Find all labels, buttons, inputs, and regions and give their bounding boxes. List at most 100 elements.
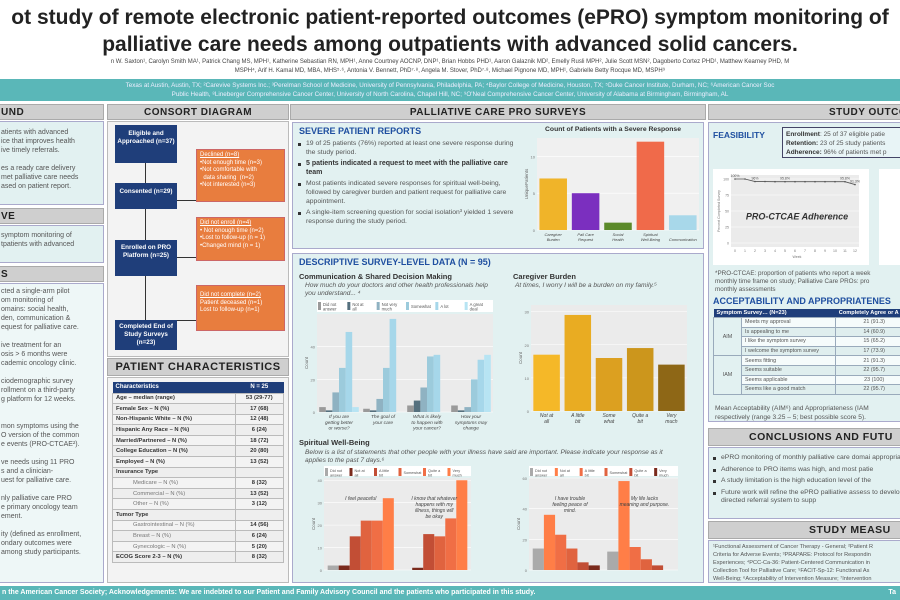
- legend-label: Did not answer: [323, 302, 337, 312]
- background-text: [0, 155, 103, 164]
- feasibility-line: Adherence: 96% of patients met p: [786, 148, 900, 157]
- characteristic-label: College Education – N (%): [112, 445, 236, 458]
- legend-label: Not very much: [382, 302, 398, 312]
- column-header: Symptom Survey… (N=23): [713, 309, 836, 318]
- y-tick-label: 10: [318, 546, 323, 551]
- y-axis-label: Count: [311, 517, 316, 530]
- legend-label: Quite a bit: [634, 469, 647, 478]
- item-value: 23 (100): [835, 374, 900, 386]
- bar: [543, 514, 556, 570]
- x-tick-label: Caregiver Burden: [545, 232, 563, 242]
- x-tick-label: Very much: [665, 413, 677, 425]
- y-tick-label: 0: [727, 242, 729, 246]
- table-row: Non-Hispanic White – N (%) 12 (48): [112, 413, 285, 426]
- data-point: [754, 180, 756, 183]
- characteristic-label: Commercial – N (%): [112, 487, 236, 500]
- consort-node-consented: Consented (n=29): [115, 183, 177, 209]
- exclusion-reason: Lost to follow-up (n=1): [200, 307, 260, 313]
- adherence-note-line: *PRO-CTCAE: proportion of patients who r…: [715, 270, 871, 277]
- legend-label: A little bit: [379, 469, 389, 478]
- y-tick-label: 20: [523, 537, 528, 542]
- x-tick-label: 9: [824, 249, 826, 253]
- characteristic-value: 8 (32): [234, 551, 285, 563]
- x-tick-label: 6: [794, 249, 796, 253]
- exclusion-reason: •Changed mind (n = 1): [200, 242, 261, 249]
- communication-question: How much do your doctors and other healt…: [305, 282, 488, 297]
- table-row: Married/Partnered – N (%) 18 (72): [112, 434, 285, 447]
- acceptability-note-line: respectively (range 3.25 – 5; best possi…: [715, 413, 867, 421]
- category-label: I know that whatever happens with my illne…: [411, 496, 457, 520]
- table-row: Employed – N (%) 13 (52): [112, 456, 285, 468]
- footer-right-text: Ta: [888, 589, 896, 596]
- item-label: I welcome the symptom survey: [740, 345, 837, 357]
- acceptability-table: Symptom Survey… (N=23) Completely Agree o…: [713, 309, 900, 395]
- legend-swatch: [349, 468, 353, 476]
- methods-text: [0, 332, 103, 341]
- exclusion-not-completed: Did not complete (n=2) Patient deceased (…: [196, 285, 285, 331]
- exclusion-reason: •Not interested (n=3): [200, 182, 256, 188]
- severe-report-item: 5 patients indicated a request to meet w…: [297, 160, 515, 177]
- poster-title: ot study of remote electronic patient-re…: [0, 4, 900, 58]
- characteristic-value: 17 (68): [234, 403, 285, 415]
- item-value: 15 (65.2): [835, 336, 900, 347]
- data-point: [784, 180, 786, 183]
- item-value: 21 (91.3): [835, 355, 900, 366]
- characteristic-label: Employed – N (%): [112, 456, 236, 468]
- y-axis-label: Count: [518, 351, 523, 364]
- x-tick-label: Quite a bit: [632, 413, 648, 425]
- x-tick-label: If you are getting better or worse?: [325, 414, 353, 432]
- bar: [604, 222, 632, 230]
- characteristic-value: 3 (12): [234, 498, 285, 511]
- severe-response-chart: 0 5 10 UniquePatients Caregiver Burden Pall Ca…: [524, 138, 699, 242]
- study-outcomes-header: STUDY OUTCO: [708, 104, 900, 120]
- legend-swatch: [554, 468, 558, 476]
- table-row: ECOG Score 2-3 – N (%) 8 (32): [112, 551, 285, 563]
- y-tick-label: 0: [527, 409, 530, 414]
- bar: [477, 359, 485, 412]
- y-tick-label: 20: [311, 377, 316, 382]
- background-box: atients with advanced ice that improves h…: [0, 121, 104, 205]
- bar: [651, 565, 664, 570]
- legend-swatch: [347, 302, 351, 310]
- y-tick-label: 30: [318, 501, 323, 506]
- x-tick-label: 5: [784, 249, 786, 253]
- characteristic-value: 6 (24): [234, 530, 285, 542]
- feasibility-value: 23 of 25 study patients: [818, 140, 886, 147]
- objective-text: tpatients with advanced: [1, 241, 75, 248]
- y-tick-label: 0: [525, 568, 528, 573]
- author-list: n W. Saxton¹, Carolyn Smith MA¹, Patrick…: [0, 58, 900, 76]
- measure-footnote: Collection Tool for Palliative Care; ⁵FA…: [713, 568, 870, 574]
- legend-swatch: [398, 468, 402, 476]
- table-row: Seems like a good match 22 (95.7): [714, 384, 900, 395]
- feasibility-summary: Enrollment: 25 of 37 eligible patie Reten…: [782, 127, 900, 158]
- severe-reports-list: 19 of 25 patients (76%) reported at leas…: [297, 140, 515, 229]
- bar: [433, 354, 441, 412]
- characteristic-label: ECOG Score 2-3 – N (%): [112, 551, 236, 563]
- legend-label: A great deal: [470, 302, 484, 312]
- table-row: I welcome the symptom survey 17 (73.9): [714, 345, 900, 357]
- consort-node-completed: Completed End of Study Surveys (n=23): [115, 320, 177, 350]
- background-text: atients with advanced: [1, 129, 69, 136]
- bar: [332, 392, 339, 412]
- methods-text: nly palliative care PRO: [1, 495, 72, 502]
- bar: [327, 565, 339, 570]
- background-header: UND: [0, 104, 104, 120]
- acknowledgements-footer: n the American Cancer Society; Acknowled…: [0, 586, 900, 600]
- x-tick-label: 12: [853, 249, 857, 253]
- methods-text: mon symptoms using the: [1, 423, 79, 430]
- bar: [383, 367, 390, 412]
- item-label: Meets my approval: [740, 317, 837, 328]
- x-tick-label: What is likely to happen with your cancer?: [411, 414, 443, 432]
- item-value: 22 (95.7): [835, 364, 900, 376]
- affiliations-band: Texas at Austin, Austin, TX; ²Carevive S…: [0, 79, 900, 101]
- spiritual-question: Below is a list of statements that other…: [305, 449, 663, 464]
- methods-text: cted a single-arm pilot: [1, 288, 70, 295]
- measure-footnote: Experiences; ⁴PCC-Ca-36: Patient-Centere…: [713, 560, 870, 566]
- legend-swatch: [376, 302, 380, 310]
- conclusions-header: CONCLUSIONS AND FUTU: [708, 428, 900, 446]
- legend-label: Did not answer: [535, 469, 548, 478]
- table-row: Other – N (%) 3 (12): [112, 498, 285, 511]
- y-tick-label: 30: [525, 310, 530, 315]
- consort-node-eligible: Eligible and Approached (n=37): [115, 125, 177, 163]
- methods-text: ive treatment for an: [1, 342, 62, 349]
